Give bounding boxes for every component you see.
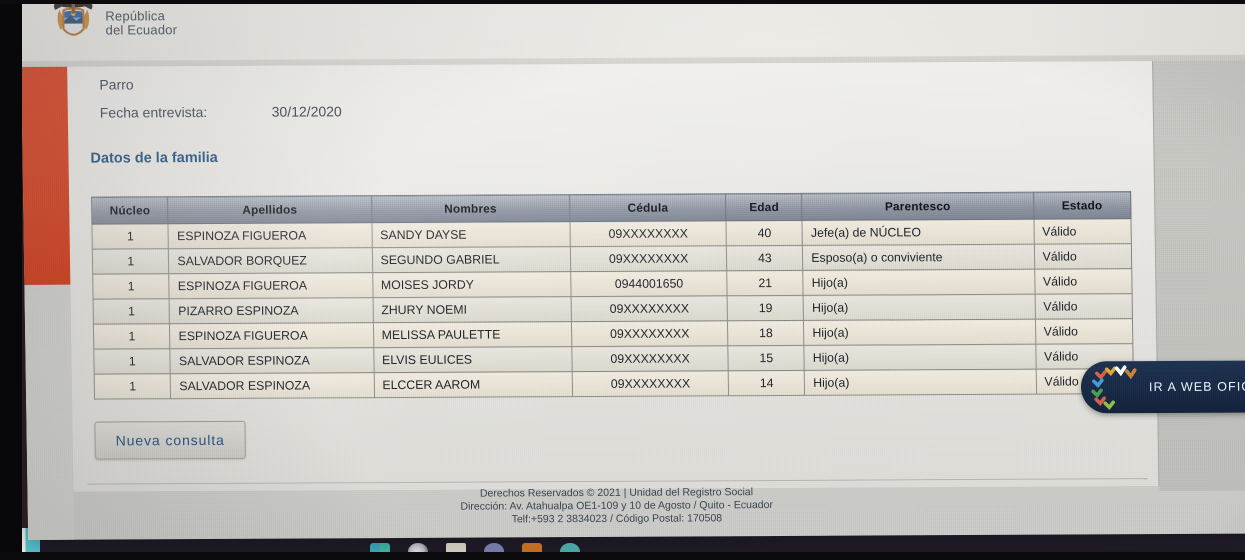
- cell-estado: Válido: [1034, 268, 1133, 295]
- page-title: Datos de la familia: [90, 149, 218, 167]
- site-header: República del Ecuador: [20, 0, 1245, 67]
- cell-edad: 43: [726, 245, 803, 271]
- cell-nucleo: 1: [91, 223, 169, 250]
- cell-parentesco: Jefe(a) de NÚCLEO: [802, 219, 1034, 246]
- cell-apellidos: SALVADOR ESPINOZA: [170, 372, 375, 399]
- cell-edad: 18: [727, 320, 805, 346]
- cell-nucleo: 1: [92, 248, 170, 275]
- cell-nombres: MOISES JORDY: [372, 271, 571, 298]
- cell-parentesco: Hijo(a): [804, 344, 1036, 371]
- monitor-bezel-top: [0, 0, 1245, 4]
- site-brand: República del Ecuador: [50, 0, 177, 48]
- cell-cedula: 09XXXXXXXX: [570, 295, 728, 322]
- cell-estado: Válido: [1035, 318, 1133, 345]
- cell-cedula: 09XXXXXXXX: [570, 245, 728, 272]
- web-page: República del Ecuador INICIO VENTANILLA …: [20, 0, 1245, 540]
- site-footer: Derechos Reservados © 2021 | Unidad del …: [73, 484, 1160, 529]
- cell-apellidos: ESPINOZA FIGUEROA: [168, 222, 372, 249]
- cell-nucleo: 1: [93, 348, 171, 375]
- cell-edad: 21: [727, 270, 804, 296]
- brand-text: República del Ecuador: [105, 3, 177, 37]
- monitor-bezel-left: [0, 0, 22, 560]
- left-lower-band: [24, 284, 75, 540]
- column-header-parentesco[interactable]: Parentesco: [801, 192, 1034, 221]
- cell-apellidos: PIZARRO ESPINOZA: [169, 297, 374, 324]
- cell-estado: Válido: [1033, 218, 1132, 245]
- cell-nombres: SEGUNDO GABRIEL: [371, 246, 571, 273]
- cell-nombres: MELISSA PAULETTE: [373, 321, 572, 348]
- table-body: 1 ESPINOZA FIGUEROA SANDY DAYSE 09XXXXXXXX 4…: [91, 218, 1134, 400]
- cell-nombres: SANDY DAYSE: [371, 221, 571, 248]
- monitor-bezel-bottom: [0, 552, 1245, 560]
- cell-parentesco: Hijo(a): [804, 369, 1037, 396]
- cell-parentesco: Hijo(a): [803, 319, 1036, 346]
- new-query-button[interactable]: Nueva consulta: [94, 420, 247, 460]
- brand-line-2: del Ecuador: [105, 22, 178, 38]
- cell-nucleo: 1: [93, 323, 171, 350]
- interview-date-row: Fecha entrevista: 30/12/2020: [100, 103, 342, 120]
- column-header-cedula[interactable]: Cédula: [569, 193, 727, 222]
- cell-edad: 15: [728, 345, 805, 371]
- cell-cedula: 0944001650: [570, 270, 728, 297]
- chevron-starburst-icon: [1089, 364, 1146, 410]
- ecuador-coat-of-arms-icon: [50, 0, 97, 48]
- cell-parentesco: Hijo(a): [802, 269, 1035, 296]
- cell-nucleo: 1: [92, 273, 170, 300]
- cell-parentesco: Esposo(a) o conviviente: [802, 244, 1035, 271]
- cell-nombres: ZHURY NOEMI: [372, 296, 572, 323]
- interview-date-value: 30/12/2020: [271, 103, 342, 120]
- cell-cedula: 09XXXXXXXX: [571, 320, 729, 347]
- cell-cedula: 09XXXXXXXX: [571, 345, 729, 372]
- cell-estado: Válido: [1034, 293, 1133, 320]
- cell-edad: 40: [726, 220, 803, 246]
- column-header-apellidos[interactable]: Apellidos: [168, 195, 372, 224]
- cell-nombres: ELCCER AAROM: [373, 371, 573, 398]
- cell-estado: Válido: [1033, 243, 1132, 270]
- left-accent-band: [21, 66, 71, 285]
- cell-apellidos: ESPINOZA FIGUEROA: [169, 322, 374, 349]
- column-header-edad[interactable]: Edad: [725, 193, 803, 221]
- cell-edad: 14: [728, 370, 805, 396]
- browser-window: República del Ecuador INICIO VENTANILLA …: [20, 0, 1245, 540]
- family-data-table: Núcleo Apellidos Nombres Cédula Edad Par…: [91, 191, 1134, 400]
- cell-nucleo: 1: [93, 298, 170, 325]
- cell-nucleo: 1: [94, 373, 172, 400]
- cell-apellidos: ESPINOZA FIGUEROA: [169, 272, 373, 299]
- cell-apellidos: SALVADOR ESPINOZA: [170, 347, 374, 374]
- column-header-estado[interactable]: Estado: [1033, 191, 1131, 220]
- cell-nombres: ELVIS EULICES: [373, 346, 573, 373]
- table-row: 1 SALVADOR ESPINOZA ELCCER AAROM 09XXXXXXXX…: [94, 368, 1134, 400]
- right-gutter: [1153, 60, 1245, 492]
- parroquia-label: Parro: [99, 76, 134, 93]
- official-site-button[interactable]: IR A WEB OFICIAL: [1080, 360, 1245, 414]
- cell-edad: 19: [727, 295, 804, 321]
- cell-cedula: 09XXXXXXXX: [572, 370, 729, 397]
- cell-cedula: 09XXXXXXXX: [569, 220, 727, 247]
- column-header-nucleo[interactable]: Núcleo: [91, 196, 169, 225]
- official-site-label: IR A WEB OFICIAL: [1148, 379, 1245, 395]
- cell-parentesco: Hijo(a): [803, 294, 1036, 321]
- content-panel: Parro Fecha entrevista: 30/12/2020 Datos…: [67, 61, 1160, 492]
- column-header-nombres[interactable]: Nombres: [371, 194, 570, 223]
- cell-apellidos: SALVADOR BORQUEZ: [168, 247, 373, 274]
- interview-date-label: Fecha entrevista:: [99, 104, 208, 121]
